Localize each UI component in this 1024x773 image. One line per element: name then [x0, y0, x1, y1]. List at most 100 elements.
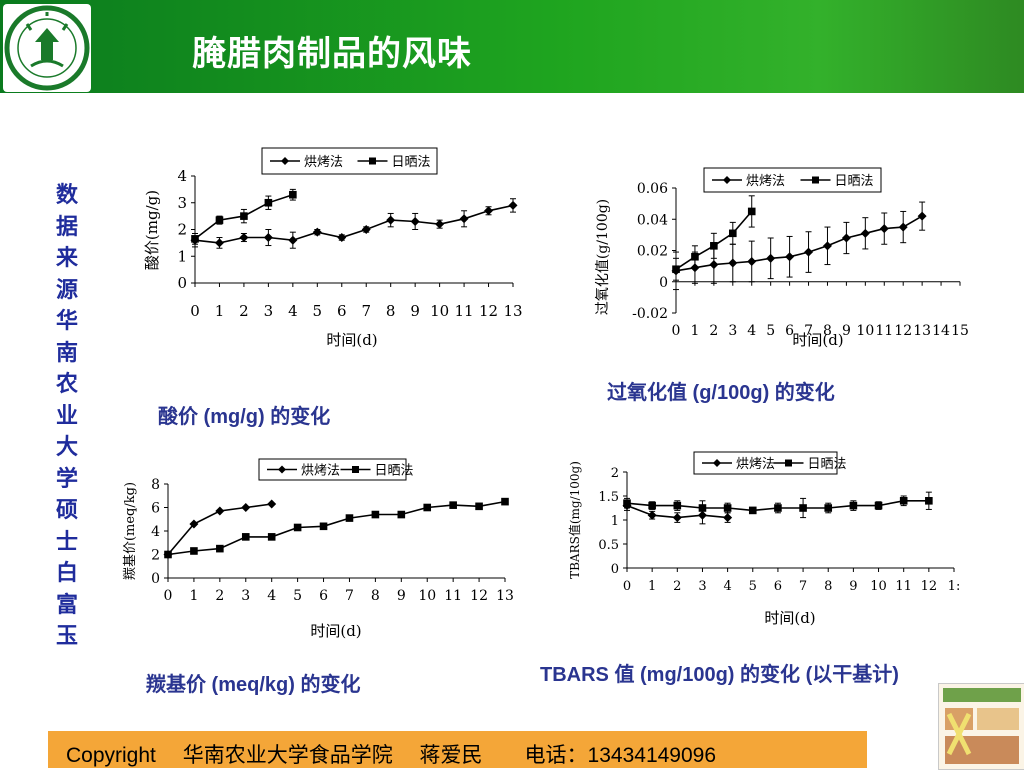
y-tick-label: 8	[151, 477, 160, 493]
data-point-sundrying	[267, 533, 276, 541]
x-tick-label: 6	[319, 588, 328, 604]
x-tick-label: 9	[397, 588, 406, 604]
data-point-baking	[361, 225, 371, 234]
data-point-baking	[647, 510, 657, 520]
data-point-baking	[747, 256, 757, 266]
x-tick-label: 1	[189, 588, 198, 604]
x-tick-label: 6	[774, 579, 782, 594]
y-tick-label: -0.02	[632, 306, 668, 322]
x-tick-label: 9	[410, 302, 420, 320]
y-tick-label: 1	[611, 514, 619, 529]
data-point-sundrying	[648, 501, 656, 510]
y-tick-label: 2	[177, 221, 187, 239]
y-axis-label: 过氧化值(g/100g)	[595, 199, 611, 315]
x-axis-label: 时间(d)	[764, 609, 815, 627]
data-point-baking	[241, 503, 251, 512]
data-point-sundrying	[289, 190, 297, 199]
x-tick-label: 9	[842, 323, 851, 339]
x-tick-label: 9	[849, 579, 857, 594]
x-axis-label: 时间(d)	[792, 331, 843, 349]
x-tick-label: 2	[215, 588, 224, 604]
legend-marker-baking	[281, 157, 289, 165]
legend-marker-baking	[723, 176, 731, 184]
x-tick-label: 13	[913, 323, 931, 339]
data-point-sundrying	[748, 506, 757, 515]
x-tick-label: 10	[430, 302, 449, 320]
x-tick-label: 2	[239, 302, 249, 320]
data-point-sundrying	[925, 497, 933, 505]
y-axis-label: 羰基价(meq/kg)	[123, 482, 138, 580]
x-tick-label: 4	[747, 323, 756, 339]
data-point-baking	[860, 228, 870, 238]
legend-label-sundrying: 日晒法	[835, 174, 874, 189]
data-point-sundrying	[774, 504, 782, 512]
data-point-sundrying	[191, 235, 199, 243]
data-point-sundrying	[164, 550, 172, 559]
y-tick-label: 4	[151, 524, 160, 540]
x-tick-label: 6	[785, 323, 794, 339]
legend-marker-sundrying	[785, 459, 792, 467]
x-tick-label: 8	[824, 579, 832, 594]
data-point-baking	[785, 252, 795, 262]
legend-box	[703, 167, 882, 193]
data-point-sundrying	[899, 497, 908, 505]
footer-bar: Copyright 华南农业大学食品学院 蒋爱民 电话：13434149096	[48, 731, 867, 768]
data-point-sundrying	[449, 501, 457, 509]
data-point-baking	[728, 258, 738, 268]
y-tick-label: 3	[177, 194, 187, 212]
data-point-sundrying	[264, 198, 273, 207]
data-point-sundrying	[319, 522, 328, 531]
legend-label-sundrying: 日晒法	[392, 155, 431, 170]
data-point-baking	[410, 216, 420, 226]
y-tick-label: 1.5	[598, 490, 619, 505]
data-point-sundrying	[747, 207, 756, 216]
x-tick-label: 13	[496, 588, 514, 604]
data-point-sundrying	[423, 503, 432, 512]
data-point-sundrying	[475, 502, 483, 511]
tbars-value-caption: TBARS 值 (mg/100g) 的变化 (以干基计)	[540, 664, 899, 686]
data-point-baking	[508, 200, 518, 210]
x-tick-label: 0	[164, 588, 173, 604]
x-axis-label: 时间(d)	[310, 622, 361, 640]
x-tick-label: 7	[804, 323, 813, 339]
y-tick-label: 2	[611, 466, 619, 481]
data-point-baking	[214, 238, 224, 248]
y-tick-label: 2	[151, 548, 160, 564]
data-point-baking	[879, 224, 889, 234]
x-tick-label: 10	[870, 579, 887, 594]
x-axis-label: 时间(d)	[326, 331, 377, 349]
data-point-sundrying	[691, 252, 699, 261]
data-point-baking	[337, 233, 347, 243]
x-tick-label: 2	[673, 579, 681, 594]
legend-marker-sundrying	[812, 176, 819, 184]
acid-value-caption: 酸价 (mg/g) 的变化	[158, 406, 331, 428]
data-point-sundrying	[371, 510, 380, 519]
x-tick-label: 15	[951, 323, 969, 339]
data-point-baking	[239, 233, 249, 243]
thumbnail-image	[938, 683, 1024, 770]
x-tick-label: 12	[894, 323, 912, 339]
data-point-baking	[386, 215, 396, 225]
data-point-baking	[672, 513, 682, 523]
data-point-sundrying	[190, 547, 198, 555]
legend-box	[693, 451, 838, 475]
data-point-sundrying	[293, 523, 302, 532]
y-tick-label: 0.04	[637, 212, 668, 228]
data-point-baking	[822, 241, 832, 251]
x-tick-label: 0	[190, 302, 200, 320]
x-tick-label: 10	[856, 323, 874, 339]
x-tick-label: 11	[444, 588, 462, 604]
y-axis-label: TBARS值(mg/100g)	[567, 461, 582, 579]
data-point-sundrying	[215, 216, 224, 224]
legend-marker-sundrying	[352, 466, 359, 473]
data-point-sundrying	[672, 265, 680, 274]
x-tick-label: 12	[921, 579, 938, 594]
x-tick-label: 4	[288, 302, 298, 320]
x-tick-label: 1	[690, 323, 699, 339]
y-tick-label: 4	[177, 167, 187, 185]
x-tick-label: 13	[503, 302, 522, 320]
x-tick-label: 3	[728, 323, 737, 339]
copyright-text: Copyright 华南农业大学食品学院 蒋爱民 电话：13434149096	[66, 744, 717, 767]
